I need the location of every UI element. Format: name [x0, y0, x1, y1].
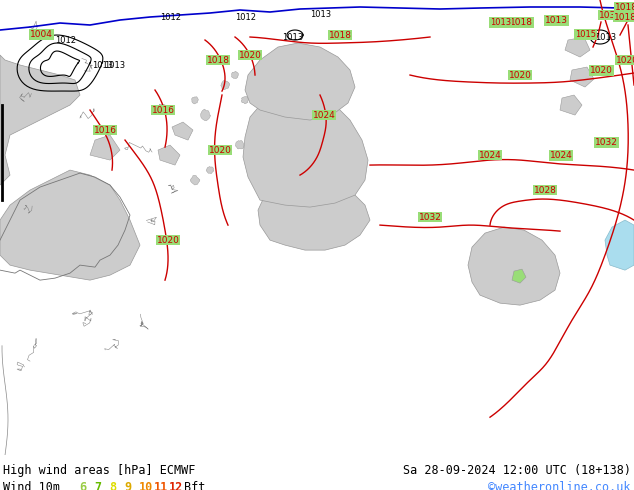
Text: 1028: 1028 [534, 186, 557, 195]
Text: 1015: 1015 [575, 30, 596, 39]
Text: 1018: 1018 [615, 3, 634, 12]
Text: 7: 7 [94, 481, 101, 490]
Text: 10: 10 [139, 481, 153, 490]
Polygon shape [90, 135, 120, 160]
Text: 1012: 1012 [55, 36, 76, 45]
Text: 1024: 1024 [479, 150, 501, 160]
Text: 1024: 1024 [550, 151, 573, 160]
Text: Sa 28-09-2024 12:00 UTC (18+138): Sa 28-09-2024 12:00 UTC (18+138) [403, 464, 631, 477]
Polygon shape [241, 97, 249, 103]
Text: 1024: 1024 [313, 111, 335, 120]
Text: 8: 8 [109, 481, 116, 490]
Polygon shape [245, 43, 355, 120]
Text: Wind 10m: Wind 10m [3, 481, 60, 490]
Text: 1032: 1032 [595, 138, 618, 147]
Text: High wind areas [hPa] ECMWF: High wind areas [hPa] ECMWF [3, 464, 195, 477]
Text: 1013: 1013 [490, 18, 511, 27]
Polygon shape [560, 95, 582, 115]
Text: 1018: 1018 [207, 55, 230, 65]
Text: 11: 11 [154, 481, 168, 490]
Text: 1004: 1004 [30, 30, 53, 39]
Text: Bft: Bft [184, 481, 205, 490]
Text: 1020: 1020 [238, 50, 261, 59]
Text: 1020: 1020 [590, 66, 613, 75]
Text: 1032: 1032 [418, 213, 441, 221]
Text: 9: 9 [124, 481, 131, 490]
Text: ©weatheronline.co.uk: ©weatheronline.co.uk [489, 481, 631, 490]
Polygon shape [172, 122, 193, 140]
Text: 1013: 1013 [545, 16, 568, 25]
Polygon shape [565, 37, 590, 57]
Text: 1020: 1020 [209, 146, 231, 154]
Text: 1013: 1013 [92, 61, 113, 70]
Polygon shape [190, 176, 199, 185]
Polygon shape [570, 67, 594, 87]
Polygon shape [0, 170, 140, 280]
Polygon shape [221, 81, 230, 90]
Polygon shape [200, 110, 210, 120]
Polygon shape [468, 227, 560, 305]
Polygon shape [207, 167, 214, 173]
Text: 1020: 1020 [616, 55, 634, 65]
Text: 1020: 1020 [508, 71, 531, 79]
Polygon shape [0, 55, 80, 185]
Text: 1032: 1032 [598, 10, 621, 20]
Text: 1012: 1012 [160, 13, 181, 22]
Polygon shape [191, 96, 198, 103]
Polygon shape [231, 72, 238, 78]
Polygon shape [235, 141, 245, 149]
Text: 1013: 1013 [595, 32, 616, 42]
Text: 1012: 1012 [235, 13, 256, 22]
Text: 1018: 1018 [510, 18, 533, 27]
Text: 1016: 1016 [93, 125, 117, 135]
Text: 1013: 1013 [282, 32, 303, 42]
Text: 1013: 1013 [104, 61, 125, 70]
Polygon shape [243, 90, 368, 207]
Text: 1016: 1016 [152, 105, 174, 115]
Polygon shape [258, 180, 370, 250]
Text: 1018: 1018 [614, 13, 634, 22]
Text: 1013: 1013 [310, 10, 331, 19]
Text: 1020: 1020 [157, 236, 179, 245]
Polygon shape [262, 112, 268, 118]
Text: 12: 12 [169, 481, 183, 490]
Polygon shape [605, 220, 634, 270]
Text: 6: 6 [79, 481, 86, 490]
Polygon shape [512, 269, 526, 283]
Text: 1018: 1018 [328, 30, 351, 40]
Polygon shape [158, 145, 180, 165]
